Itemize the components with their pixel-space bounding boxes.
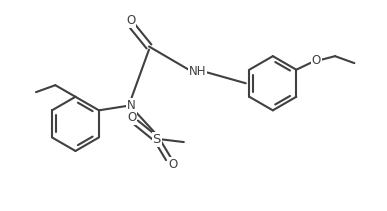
Text: O: O — [126, 14, 135, 27]
Text: O: O — [168, 158, 178, 171]
Text: NH: NH — [188, 65, 206, 78]
Text: N: N — [127, 99, 135, 112]
Text: O: O — [312, 54, 321, 66]
Text: O: O — [128, 111, 137, 124]
Text: S: S — [152, 133, 161, 146]
